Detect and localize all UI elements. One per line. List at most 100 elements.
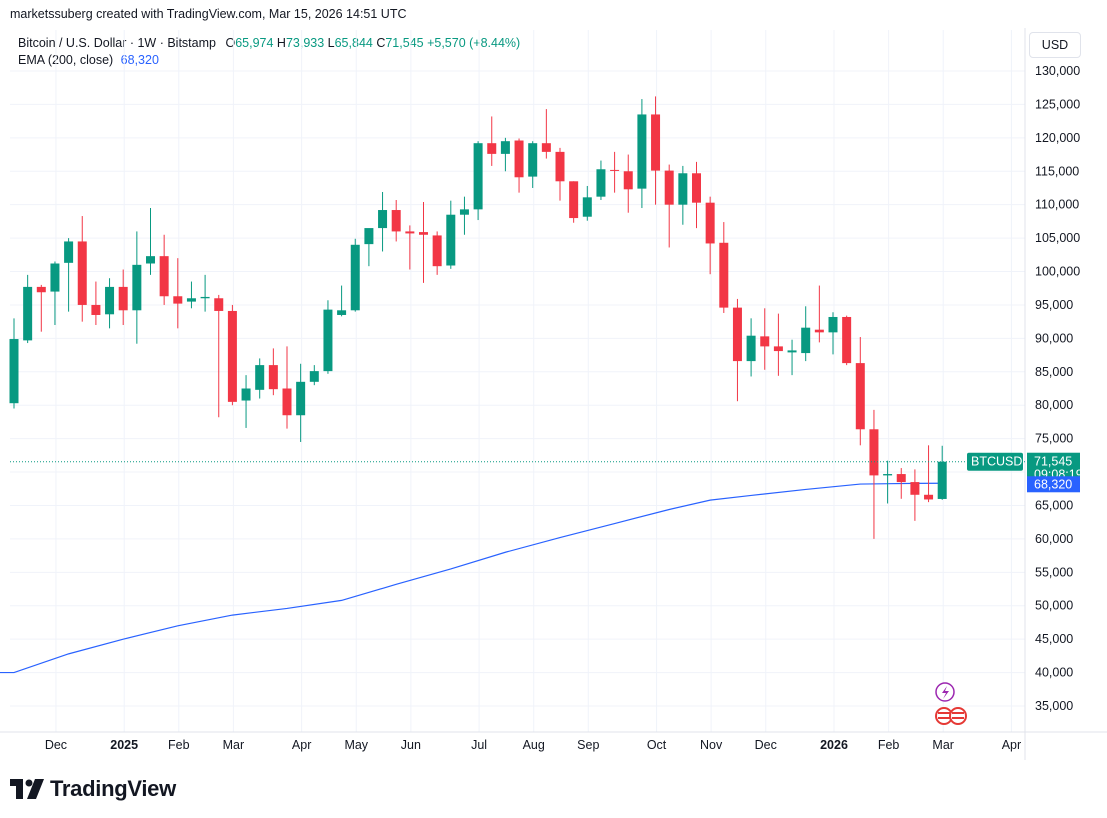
candle[interactable] xyxy=(610,151,620,193)
candle[interactable] xyxy=(801,306,811,362)
candle[interactable] xyxy=(64,238,74,312)
candle[interactable] xyxy=(118,269,128,325)
candle-body xyxy=(910,482,920,495)
candle[interactable] xyxy=(364,228,374,267)
candle[interactable] xyxy=(405,225,415,270)
candle[interactable] xyxy=(637,99,647,209)
ema-legend-row[interactable]: EMA (200, close) 68,320 xyxy=(18,52,520,69)
candle[interactable] xyxy=(555,147,565,201)
candle-body xyxy=(309,371,319,382)
candle[interactable] xyxy=(432,231,442,275)
candle-body xyxy=(528,143,538,177)
low-label: L xyxy=(327,36,335,50)
btcusd-tag-text: BTCUSD xyxy=(971,455,1022,469)
candle[interactable] xyxy=(651,96,661,205)
candle[interactable] xyxy=(378,191,388,252)
y-tick-label: 50,000 xyxy=(1035,599,1073,613)
candle[interactable] xyxy=(937,445,947,500)
candle[interactable] xyxy=(773,313,783,376)
candle[interactable] xyxy=(268,348,278,396)
candle-body xyxy=(337,310,347,315)
candle[interactable] xyxy=(828,312,838,355)
candle[interactable] xyxy=(719,222,729,313)
candle[interactable] xyxy=(391,200,401,242)
candle[interactable] xyxy=(309,365,319,386)
change-value: +5,570 (+8.44%) xyxy=(427,36,521,50)
candle[interactable] xyxy=(200,274,210,312)
candle[interactable] xyxy=(214,294,224,418)
candle[interactable] xyxy=(569,181,579,223)
candle[interactable] xyxy=(664,164,674,248)
candle[interactable] xyxy=(678,165,688,225)
currency-button[interactable]: USD xyxy=(1029,32,1081,58)
candle[interactable] xyxy=(77,216,87,322)
candle[interactable] xyxy=(50,261,60,326)
candle[interactable] xyxy=(855,337,865,446)
candle[interactable] xyxy=(910,469,920,521)
candle[interactable] xyxy=(541,109,551,159)
candle[interactable] xyxy=(350,238,360,312)
candle-body xyxy=(623,171,633,190)
candle[interactable] xyxy=(814,285,824,343)
candle[interactable] xyxy=(36,284,46,332)
candle[interactable] xyxy=(473,141,483,221)
event-icons[interactable] xyxy=(935,682,967,725)
candle[interactable] xyxy=(159,234,169,305)
candle[interactable] xyxy=(883,460,893,504)
candle[interactable] xyxy=(323,300,333,374)
high-label: H xyxy=(276,36,286,50)
candle[interactable] xyxy=(459,196,469,235)
candle[interactable] xyxy=(732,298,742,402)
symbol-title[interactable]: Bitcoin / U.S. Dollar · 1W · Bitstamp xyxy=(18,36,216,50)
candle-body xyxy=(64,241,74,263)
candle[interactable] xyxy=(924,445,934,503)
candle[interactable] xyxy=(186,281,196,309)
candle[interactable] xyxy=(337,285,347,317)
candle[interactable] xyxy=(787,339,797,376)
candle[interactable] xyxy=(896,468,906,499)
candle[interactable] xyxy=(296,363,306,442)
y-tick-label: 85,000 xyxy=(1035,365,1073,379)
candle[interactable] xyxy=(692,161,701,229)
candle[interactable] xyxy=(514,138,524,193)
candle-body xyxy=(473,143,483,210)
candle[interactable] xyxy=(91,281,101,325)
candle[interactable] xyxy=(173,258,183,329)
candle[interactable] xyxy=(105,278,115,329)
candle[interactable] xyxy=(446,200,456,269)
candle[interactable] xyxy=(582,185,592,221)
x-tick-label: Jul xyxy=(471,738,487,752)
candle[interactable] xyxy=(487,116,497,166)
candle[interactable] xyxy=(132,231,142,344)
candle-body xyxy=(282,388,292,416)
candle[interactable] xyxy=(500,137,510,172)
candle[interactable] xyxy=(241,375,251,428)
candle[interactable] xyxy=(596,160,606,201)
candle-body xyxy=(459,209,469,215)
candle[interactable] xyxy=(623,154,633,213)
high-value: 73,933 xyxy=(285,36,325,50)
candle[interactable] xyxy=(227,304,237,406)
candle[interactable] xyxy=(282,346,292,429)
candle-body xyxy=(50,263,60,292)
candle[interactable] xyxy=(869,409,879,539)
candle-body xyxy=(186,298,196,302)
tradingview-logo[interactable]: TradingView xyxy=(10,776,176,802)
candle-body xyxy=(405,231,415,234)
candle[interactable] xyxy=(9,318,19,409)
candle[interactable] xyxy=(705,196,715,275)
candle[interactable] xyxy=(746,318,756,377)
candle[interactable] xyxy=(146,208,155,275)
candle[interactable] xyxy=(419,202,428,283)
price-markers: BTCUSD 71,545 09:08:19 68,320 xyxy=(10,452,1083,493)
candle[interactable] xyxy=(255,358,265,399)
candle[interactable] xyxy=(760,308,770,370)
candle[interactable] xyxy=(842,315,852,366)
candle[interactable] xyxy=(23,274,33,344)
candle[interactable] xyxy=(528,141,538,188)
candle-body xyxy=(105,286,115,315)
open-label: O xyxy=(225,36,236,50)
candle-body xyxy=(814,329,824,333)
candle-body xyxy=(582,197,592,217)
